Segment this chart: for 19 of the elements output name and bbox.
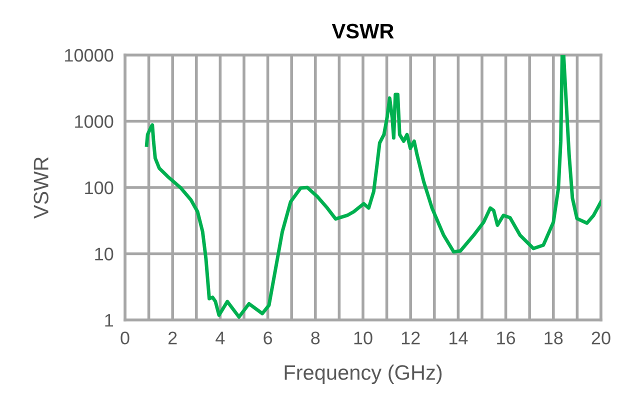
x-tick-label: 20 (592, 332, 610, 344)
x-axis-title: Frequency (GHz) (284, 364, 442, 384)
y-tick-label: 10000 (65, 48, 114, 62)
x-tick-label: 2 (168, 332, 177, 344)
x-tick-label: 16 (497, 332, 516, 344)
x-tick-label: 0 (120, 332, 130, 344)
x-tick-label: 10 (354, 332, 372, 344)
x-tick-label: 6 (264, 332, 272, 344)
x-tick-label: 12 (402, 332, 420, 344)
y-tick-label: 100 (85, 181, 114, 194)
chart-title: VSWR (332, 24, 394, 39)
y-axis-title: VSWR (34, 157, 48, 219)
y-tick-label: 1000 (75, 115, 114, 128)
x-tick-label: 14 (450, 332, 468, 344)
x-tick-label: 18 (544, 332, 563, 344)
y-tick-label: 10 (95, 248, 114, 260)
x-tick-label: 4 (216, 332, 225, 344)
y-tick-label: 1 (105, 314, 114, 327)
x-tick-label: 8 (311, 332, 320, 344)
